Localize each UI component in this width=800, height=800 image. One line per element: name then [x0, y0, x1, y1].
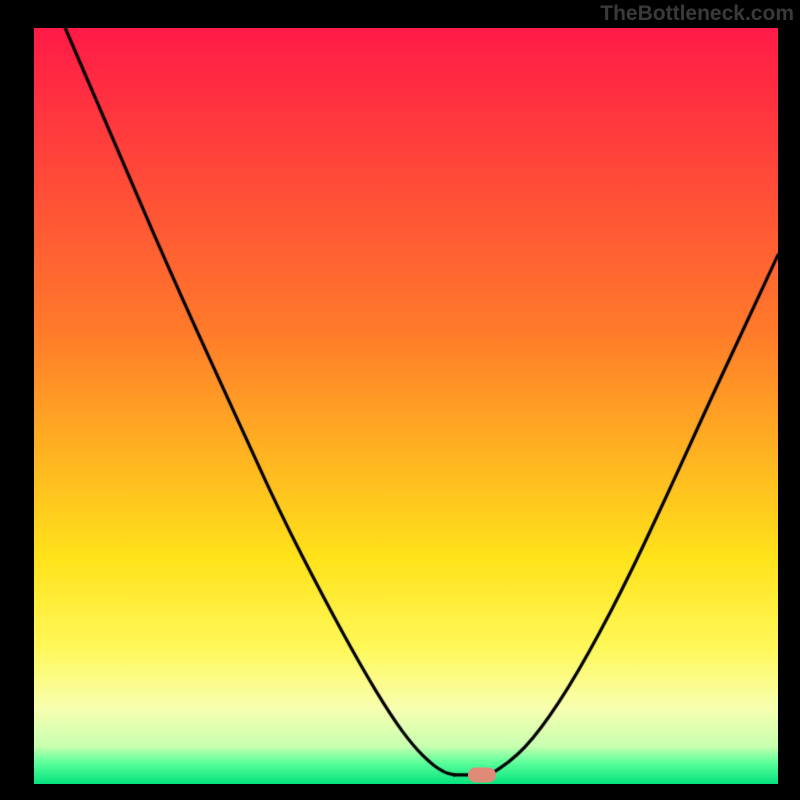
watermark-text: TheBottleneck.com — [600, 2, 794, 26]
chart-plot-area — [34, 28, 778, 784]
bottleneck-curve — [34, 28, 778, 784]
valley-marker — [468, 767, 496, 782]
